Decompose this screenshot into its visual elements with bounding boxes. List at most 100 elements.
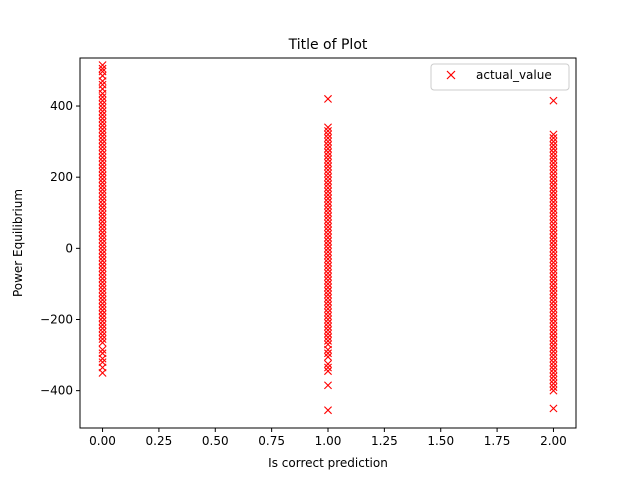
x-tick-label: 0.50 <box>202 434 229 448</box>
data-point <box>324 151 332 160</box>
data-point <box>98 249 107 258</box>
data-point <box>549 262 558 271</box>
data-point <box>98 331 107 340</box>
data-point <box>324 345 332 354</box>
x-tick-label: 2.00 <box>540 434 567 448</box>
data-point <box>98 231 107 240</box>
data-point <box>98 285 107 294</box>
data-point <box>549 169 558 178</box>
data-point <box>549 311 558 320</box>
points-layer <box>98 61 558 415</box>
data-point <box>98 196 107 205</box>
data-point <box>98 167 107 176</box>
data-point <box>98 256 107 265</box>
data-point <box>98 324 107 333</box>
data-point <box>98 288 107 297</box>
data-point <box>98 253 107 262</box>
data-point <box>549 322 558 331</box>
data-point <box>549 269 558 278</box>
data-point <box>324 336 332 345</box>
data-point <box>549 137 558 146</box>
data-point <box>549 176 558 185</box>
data-point <box>98 260 107 269</box>
data-point <box>324 219 332 228</box>
data-point <box>98 295 107 304</box>
data-point <box>324 304 332 313</box>
data-point <box>549 308 558 317</box>
data-point <box>549 134 558 143</box>
data-point <box>549 283 558 292</box>
data-point <box>98 178 107 187</box>
data-point <box>324 176 332 185</box>
y-tick-label: 0 <box>65 241 73 255</box>
data-point <box>549 230 558 239</box>
data-point <box>324 201 332 210</box>
data-point <box>98 121 107 130</box>
data-point <box>549 315 558 324</box>
data-point <box>324 258 332 267</box>
data-point <box>98 142 107 151</box>
data-point <box>324 162 332 171</box>
data-point <box>98 125 107 134</box>
data-point <box>324 148 332 157</box>
data-point <box>324 269 332 278</box>
legend-marker-icon <box>446 70 456 80</box>
data-point <box>98 306 107 315</box>
data-point <box>549 351 558 360</box>
data-point <box>98 132 107 141</box>
data-point <box>549 365 558 374</box>
data-point <box>549 198 558 207</box>
data-point <box>324 187 332 196</box>
data-point <box>324 319 332 328</box>
chart-title: Title of Plot <box>288 37 368 53</box>
data-point <box>98 338 107 347</box>
data-point <box>324 308 332 317</box>
data-point <box>324 141 332 150</box>
data-point <box>549 304 558 313</box>
data-point <box>324 126 332 135</box>
data-point <box>324 294 332 303</box>
data-point <box>549 276 558 285</box>
x-tick-label: 1.50 <box>427 434 454 448</box>
data-point <box>324 233 332 242</box>
data-point <box>324 215 332 224</box>
x-tick-label: 1.25 <box>371 434 398 448</box>
data-point <box>324 326 332 335</box>
data-point <box>98 246 107 255</box>
data-point <box>549 240 558 249</box>
data-point <box>549 251 558 260</box>
data-point <box>324 276 332 285</box>
data-point <box>549 183 558 192</box>
data-point <box>324 290 332 299</box>
data-point <box>549 96 558 105</box>
data-point <box>549 354 558 363</box>
data-point <box>98 210 107 219</box>
data-point <box>98 263 107 272</box>
data-point <box>98 139 107 148</box>
data-point <box>324 226 332 235</box>
data-point <box>549 212 558 221</box>
data-point <box>98 320 107 329</box>
data-point <box>98 199 107 208</box>
data-point <box>98 89 107 98</box>
data-point <box>549 383 558 392</box>
y-axis-label: Power Equilibrium <box>11 189 25 297</box>
data-point <box>549 194 558 203</box>
data-point <box>549 233 558 242</box>
data-point <box>549 343 558 352</box>
data-point <box>324 329 332 338</box>
data-point <box>324 130 332 139</box>
data-point <box>549 340 558 349</box>
data-point <box>324 251 332 260</box>
data-point <box>98 239 107 247</box>
data-point <box>324 166 332 175</box>
data-point <box>549 162 558 171</box>
data-point <box>98 135 107 144</box>
data-point <box>324 287 332 296</box>
data-point <box>324 208 332 217</box>
data-point <box>324 381 332 390</box>
data-point <box>98 153 107 162</box>
data-point <box>98 278 107 287</box>
data-point <box>549 319 558 328</box>
